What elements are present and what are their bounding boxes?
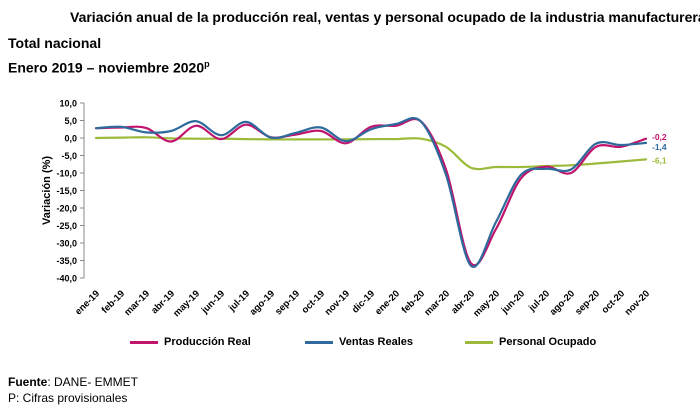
x-tick-label: jun-19 — [199, 288, 227, 316]
y-tick-label: -5,0 — [61, 151, 77, 161]
chart-legend: Producción Real Ventas Reales Personal O… — [0, 336, 700, 358]
source-note: Fuente: DANE- EMMET — [8, 375, 138, 389]
x-tick-label: may-20 — [471, 288, 502, 319]
period-text: Enero 2019 – noviembre 2020 — [8, 59, 205, 76]
legend-swatch-ventas — [305, 340, 333, 344]
legend-swatch-personal — [465, 340, 493, 344]
x-tick-label: mar-20 — [422, 288, 452, 318]
x-tick-label: ene-19 — [73, 288, 102, 317]
y-tick-label: -10,0 — [56, 169, 77, 179]
x-tick-label: may-19 — [171, 288, 202, 319]
x-tick-label: mar-19 — [122, 288, 152, 318]
y-tick-label: 0,0 — [64, 134, 77, 144]
legend-item-ventas: Ventas Reales — [305, 336, 413, 348]
chart-title: Variación anual de la producción real, v… — [70, 9, 700, 25]
chart-subtitle-region: Total nacional — [8, 35, 102, 51]
x-tick-label: ene-20 — [373, 288, 402, 317]
y-tick-label: -40,0 — [56, 274, 77, 284]
y-tick-label: 5,0 — [64, 116, 77, 126]
series-line-personal-ocupado — [94, 136, 648, 171]
y-axis-title: Variación (%) — [41, 156, 53, 225]
end-value-label-personal-ocupado: -6,1 — [652, 155, 667, 165]
line-chart: 10,0 5,0 0,0 -5,0 -10,0 -15,0 -20,0 -25,0 -30,0 -… — [41, 99, 667, 320]
x-tick-label: oct-19 — [300, 288, 328, 316]
x-tick-label: nov-19 — [323, 288, 352, 317]
end-value-label-ventas-reales: -1,4 — [652, 142, 667, 152]
source-text: : DANE- EMMET — [47, 375, 139, 389]
legend-item-produccion: Producción Real — [130, 336, 251, 348]
legend-label-personal: Personal Ocupado — [499, 336, 597, 348]
x-tick-label: sep-20 — [573, 288, 602, 317]
x-tick-label: ago-19 — [248, 288, 277, 317]
y-tick-label: -25,0 — [56, 221, 77, 231]
provisional-note: P: Cifras provisionales — [8, 391, 128, 405]
series-line-produccion-real — [94, 117, 648, 267]
x-tick-label: dic-19 — [350, 288, 377, 315]
y-tick-label: -20,0 — [56, 204, 77, 214]
legend-item-personal: Personal Ocupado — [465, 336, 596, 348]
provisional-mark: p — [204, 59, 210, 69]
x-tick-label: sep-19 — [273, 288, 302, 317]
chart-subtitle-period: Enero 2019 – noviembre 2020p — [8, 59, 210, 76]
end-value-label-produccion-real: -0,2 — [652, 132, 667, 142]
source-label: Fuente — [8, 375, 48, 389]
y-tick-label: -35,0 — [56, 256, 77, 266]
y-tick-label: -15,0 — [56, 186, 77, 196]
x-tick-label: ago-20 — [548, 288, 577, 317]
legend-label-produccion: Producción Real — [164, 336, 251, 348]
y-tick-label: 10,0 — [59, 99, 77, 109]
legend-label-ventas: Ventas Reales — [339, 336, 413, 348]
x-tick-label: jun-20 — [499, 288, 527, 316]
y-tick-label: -30,0 — [56, 239, 77, 249]
legend-swatch-produccion — [130, 340, 158, 344]
x-tick-label: nov-20 — [623, 288, 652, 317]
x-tick-label: oct-20 — [600, 288, 628, 316]
series-line-ventas-reales — [94, 117, 648, 268]
